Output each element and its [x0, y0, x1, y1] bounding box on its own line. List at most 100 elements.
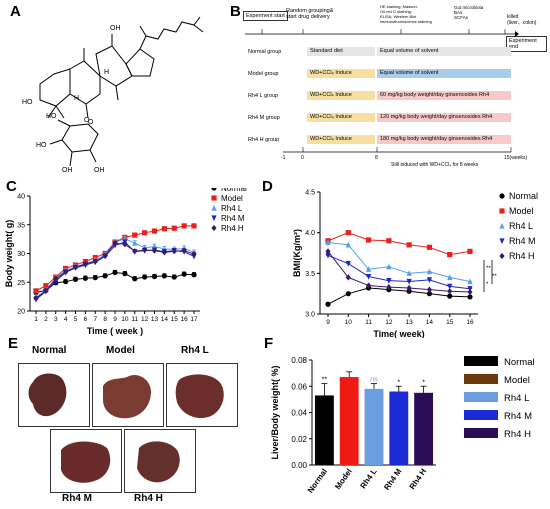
data-point [132, 248, 138, 255]
data-point [365, 266, 372, 272]
svg-text:O: O [84, 117, 90, 124]
panel-label-f: F [264, 335, 274, 352]
x-tick-label: 2 [44, 316, 48, 323]
data-point [345, 260, 351, 267]
bmi-chart: 3.0 3.5 4.0 4.5 9 10 11 12 13 14 15 16 Time( week) BM… [292, 190, 538, 339]
legend-swatch [464, 356, 498, 366]
svg-text:OH: OH [94, 167, 105, 174]
liver-photo-model [92, 363, 164, 427]
legend-marker [211, 224, 217, 232]
legend-swatch [464, 428, 498, 438]
data-point [132, 240, 138, 246]
legend-label: Rh4 M [509, 236, 536, 246]
group-rh4h-first: WD+CCl₄ Induce [307, 135, 375, 144]
liver-label-rh4l: Rh4 L [181, 345, 209, 356]
data-point [122, 271, 128, 277]
liver-photo-rh4h [124, 429, 196, 493]
data-point [43, 283, 49, 289]
y-tick-label: 0.08 [291, 356, 307, 365]
x-tick-label: 9 [113, 316, 117, 323]
data-point [467, 248, 473, 254]
data-point [92, 275, 98, 281]
svg-text:HO: HO [36, 142, 47, 149]
data-point [171, 225, 177, 231]
group-model-second: Equal volume of solvent [377, 69, 511, 78]
x-tick-label: 1 [34, 316, 38, 323]
legend-marker [211, 188, 217, 191]
data-point [365, 273, 372, 280]
legend-label: Model [504, 375, 530, 386]
data-point [181, 247, 187, 254]
significance-mark: ** [486, 266, 491, 272]
x-tick-label: 3 [54, 316, 58, 323]
panel-label-b: B [230, 3, 241, 20]
legend-marker [499, 238, 505, 245]
data-point [447, 274, 453, 280]
x-tick-label: 11 [365, 319, 372, 326]
series-line-rh4-l [327, 241, 471, 282]
x-tick-label: 13 [406, 319, 414, 326]
data-point [426, 268, 433, 275]
data-point [171, 274, 177, 280]
y-tick-label: 25 [17, 280, 25, 287]
x-tick-label: 12 [385, 319, 393, 326]
legend-label: Rh4 M [504, 411, 532, 422]
data-point [345, 291, 351, 297]
svg-text:HO: HO [22, 99, 33, 106]
top-timeline [245, 29, 519, 37]
data-point [386, 238, 392, 244]
legend-swatch [464, 392, 498, 402]
data-point [161, 273, 167, 279]
legend-label: Model [509, 206, 534, 216]
legend-marker [211, 215, 217, 222]
data-point [151, 273, 158, 280]
data-point [171, 248, 177, 255]
data-point [386, 278, 392, 284]
data-point [132, 232, 138, 238]
x-tick-label: 15 [446, 319, 454, 326]
x-tick-label: 10 [121, 316, 129, 323]
svg-text:OH: OH [62, 167, 73, 174]
data-point [426, 277, 433, 283]
group-rh4l-first: WD+CCl₄ Induce [307, 91, 375, 100]
group-label-rh4l: Rh4 L group [248, 93, 279, 99]
data-point [447, 252, 453, 258]
y-tick-label: 4.0 [305, 230, 315, 237]
data-point [325, 248, 331, 255]
data-point [447, 293, 453, 299]
experimental-design: Experment start Random grouping& start d… [243, 4, 547, 174]
svg-text:H: H [104, 69, 109, 76]
data-point [386, 263, 392, 270]
group-label-rh4m: Rh4 M group [248, 115, 280, 121]
bar-model [339, 377, 359, 465]
group-label-rh4h: Rh4 H group [248, 137, 280, 143]
data-point [142, 274, 148, 280]
liver-label-rh4m: Rh4 M [62, 493, 92, 504]
gut-microbiota-note: Gut microbiota BAs SCFAs [454, 5, 484, 20]
group-label-normal: Normal group [248, 49, 282, 55]
data-point [365, 237, 372, 243]
panel-label-c: C [6, 178, 17, 195]
data-point [325, 252, 331, 259]
data-point [151, 247, 158, 254]
group-rh4m-second: 120 mg/kg body weight/day ginsenosides R… [377, 113, 511, 122]
significance-mark: ** [322, 377, 328, 384]
liver-label-rh4h: Rh4 H [134, 493, 163, 504]
series-line-model [327, 232, 471, 256]
x-tick-label: Rh4 M [382, 467, 403, 492]
tick-15: 15(weeks) [504, 155, 528, 161]
bottom-timeline [283, 147, 512, 153]
svg-text:O: O [88, 119, 94, 126]
x-tick-label: 9 [326, 319, 330, 326]
series-line-normal [327, 287, 471, 305]
data-point [112, 269, 118, 276]
significance-mark: * [397, 379, 400, 386]
y-tick-label: 0.06 [291, 382, 307, 391]
series-line-model [35, 225, 194, 292]
series-line-rh4-h [327, 251, 471, 293]
legend-label: Rh4 L [504, 393, 529, 404]
legend-label: Normal [504, 357, 535, 368]
data-point [132, 276, 138, 282]
data-point [102, 273, 108, 279]
